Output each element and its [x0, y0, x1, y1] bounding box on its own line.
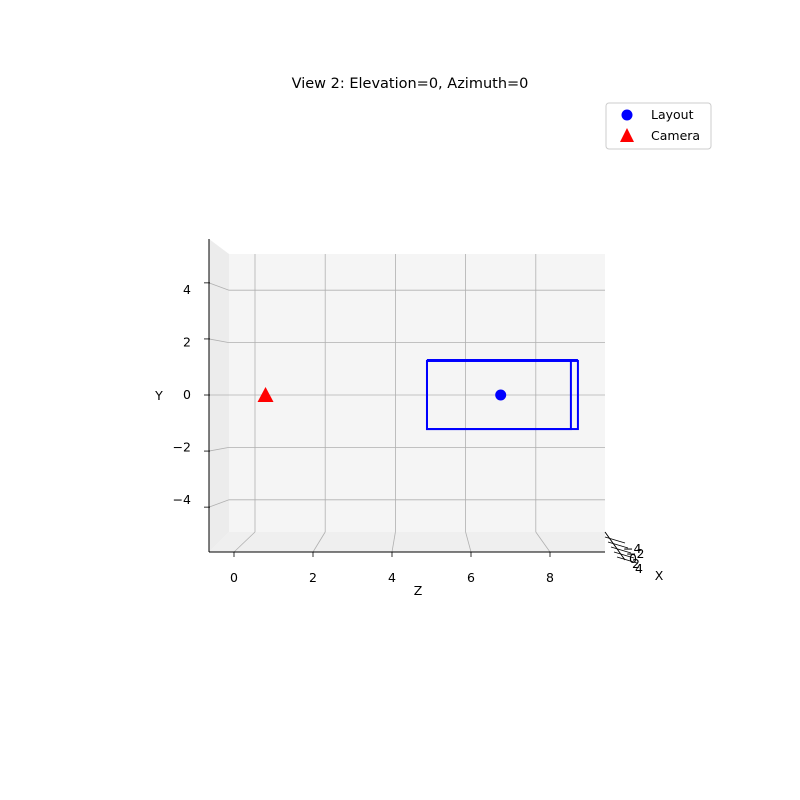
legend-layout-marker — [621, 109, 633, 121]
grid-line-z-floor — [465, 531, 472, 553]
z-tick-label: 4 — [388, 570, 396, 585]
grid-group — [208, 254, 605, 553]
depth-axis-line — [604, 531, 626, 561]
y-tick-label: −4 — [173, 492, 191, 507]
marks-group — [257, 387, 507, 402]
depth-tick-mark — [610, 546, 632, 554]
grid-line-z-floor — [535, 531, 551, 553]
grid-line-y-wall — [208, 447, 230, 452]
z-tick-label: 8 — [546, 570, 554, 585]
legend-layout-label: Layout — [651, 107, 694, 122]
depth-axis-label: X — [655, 568, 664, 583]
grid-line-z-floor — [312, 531, 326, 553]
depth-tick-label: 2 — [632, 556, 640, 571]
x-axis-label: Z — [414, 583, 423, 598]
pane-group — [209, 239, 605, 552]
y-tick-label: −2 — [173, 439, 191, 454]
grid-line-z-floor — [233, 531, 256, 553]
grid-line-y-wall — [208, 338, 230, 343]
axes-group — [208, 239, 626, 561]
y-tick-label: 0 — [183, 387, 191, 402]
grid-line-y-wall — [208, 499, 230, 508]
y-axis-label: Y — [154, 388, 163, 403]
legend-camera-label: Camera — [651, 128, 700, 143]
floor-pane — [209, 532, 605, 552]
legend-camera-marker — [620, 128, 634, 142]
grid-line-y-wall — [208, 282, 230, 291]
depth-tick-label: 4 — [635, 561, 643, 576]
depth-tick-mark — [607, 541, 629, 549]
layout-box-group — [425, 358, 579, 431]
legend: Layout Camera — [605, 102, 712, 150]
z-tick-label: 0 — [230, 570, 238, 585]
depth-tick-mark — [604, 536, 626, 544]
chart-title: View 2: Elevation=0, Azimuth=0 — [292, 76, 529, 92]
depth-tick-label: 0 — [629, 551, 637, 566]
y-tick-label: 4 — [183, 282, 191, 297]
back-pane — [229, 254, 605, 532]
layout-point — [495, 389, 507, 401]
camera-point — [257, 387, 274, 402]
z-tick-label: 2 — [309, 570, 317, 585]
depth-tick-mark — [616, 556, 638, 564]
z-tick-label: 6 — [467, 570, 475, 585]
side-pane — [209, 239, 229, 552]
depth-tick-mark — [613, 551, 635, 559]
grid-line-z-floor — [391, 531, 396, 553]
y-tick-label: 2 — [183, 335, 191, 350]
